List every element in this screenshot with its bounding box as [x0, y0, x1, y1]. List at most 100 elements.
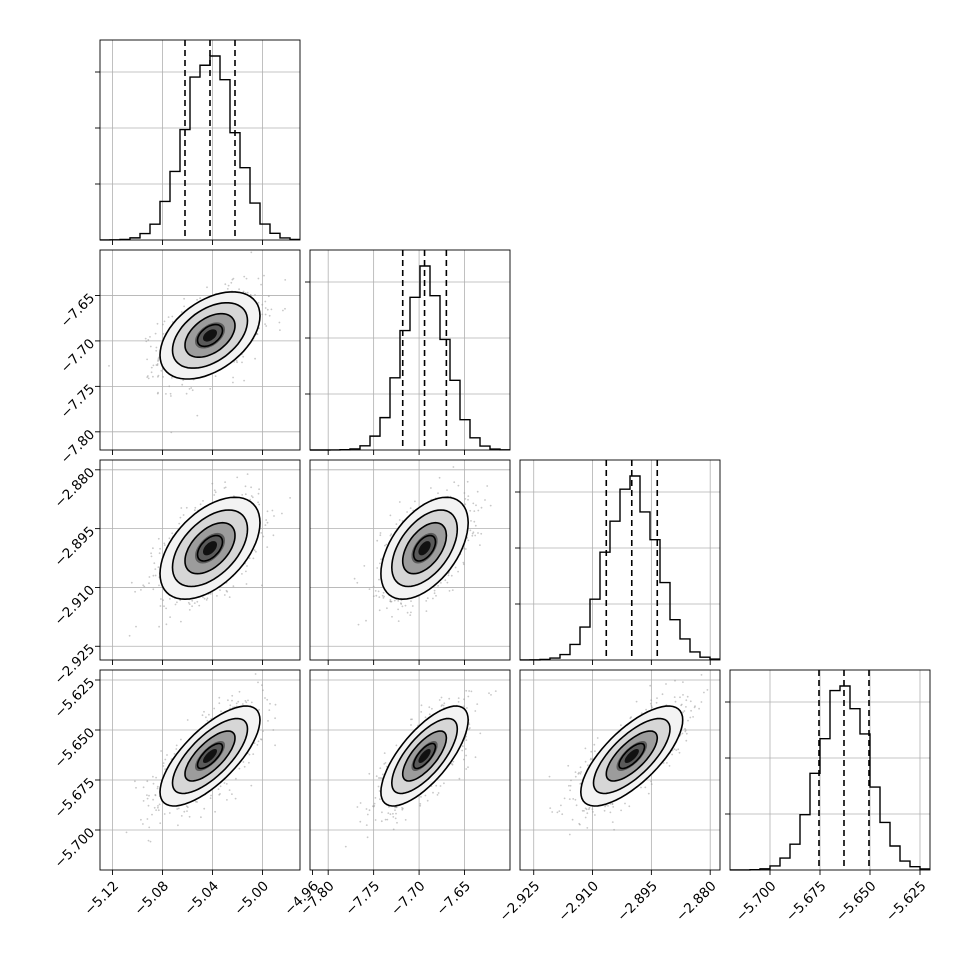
sample-point: [268, 709, 271, 711]
sample-point: [440, 705, 443, 707]
sample-point: [594, 814, 596, 816]
sample-point: [238, 288, 241, 291]
sample-point: [383, 595, 385, 598]
sample-point: [250, 251, 253, 254]
sample-point: [165, 607, 168, 610]
sample-point: [628, 805, 631, 808]
sample-point: [179, 516, 182, 519]
sample-point: [394, 817, 397, 820]
sample-point: [183, 297, 186, 300]
sample-point: [142, 584, 145, 587]
hist-panel-3: [725, 669, 931, 871]
sample-point: [154, 332, 157, 335]
sample-point: [148, 826, 151, 829]
sample-point: [148, 582, 150, 585]
sample-point: [169, 616, 172, 618]
sample-point: [183, 810, 186, 813]
sample-point: [389, 600, 392, 603]
sample-point: [662, 762, 665, 764]
sample-point: [388, 806, 390, 808]
sample-point: [568, 784, 570, 787]
x-tick-label: −7.65: [433, 878, 474, 919]
sample-point: [551, 811, 554, 813]
sample-point: [150, 371, 153, 374]
sample-point: [689, 700, 692, 703]
sample-point: [687, 719, 689, 722]
sample-point: [163, 605, 165, 608]
sample-point: [245, 277, 248, 280]
hist-panel-2: [515, 459, 721, 661]
sample-point: [378, 777, 380, 779]
sample-point: [250, 784, 253, 787]
contour-line: [401, 730, 448, 782]
sample-point: [173, 753, 176, 755]
sample-point: [457, 570, 459, 573]
sample-point: [224, 481, 227, 483]
sample-point: [650, 705, 653, 707]
sample-point: [182, 514, 185, 516]
sample-point: [649, 702, 652, 705]
sample-point: [153, 806, 156, 809]
sample-point: [464, 498, 467, 500]
sample-point: [272, 729, 275, 731]
sample-point: [438, 476, 441, 479]
sample-point: [394, 806, 396, 809]
sample-point: [470, 520, 472, 522]
sample-point: [464, 748, 467, 750]
sample-point: [211, 482, 214, 485]
sample-point: [268, 314, 271, 317]
sample-point: [420, 704, 423, 707]
sample-point: [160, 750, 163, 752]
sample-point: [433, 589, 436, 592]
sample-point: [589, 758, 592, 761]
sample-point: [437, 792, 440, 794]
sample-point: [424, 794, 427, 797]
sample-point: [366, 813, 369, 816]
x-tick-label: −5.12: [81, 878, 122, 919]
sample-point: [435, 784, 438, 787]
sample-point: [271, 509, 274, 512]
sample-point: [278, 321, 281, 324]
sample-point: [162, 333, 165, 335]
sample-point: [171, 532, 174, 535]
sample-point: [604, 805, 606, 808]
sample-point: [196, 600, 199, 603]
sample-point: [157, 360, 159, 362]
sample-point: [685, 729, 687, 731]
sample-point: [150, 366, 153, 369]
sample-point: [690, 709, 692, 712]
sample-point: [214, 810, 217, 813]
sample-point: [356, 806, 359, 808]
sample-point: [344, 845, 347, 848]
sample-point: [152, 375, 154, 378]
sample-point: [433, 592, 436, 595]
density-fill: [203, 541, 217, 556]
sample-point: [203, 807, 206, 810]
sample-point: [150, 555, 153, 558]
sample-point: [430, 487, 432, 489]
y-tick-label: −5.650: [52, 725, 99, 772]
hist-panel-0: [95, 39, 301, 241]
sample-point: [398, 519, 401, 521]
sample-point: [682, 711, 684, 714]
sample-point: [150, 552, 153, 555]
sample-point: [613, 828, 615, 831]
sample-point: [188, 603, 191, 605]
sample-point: [406, 611, 409, 614]
sample-point: [548, 775, 551, 778]
sample-point: [373, 802, 376, 805]
sample-point: [159, 605, 162, 607]
sample-point: [147, 839, 150, 842]
sample-point: [560, 804, 562, 807]
sample-point: [593, 743, 596, 746]
sample-point: [167, 316, 170, 318]
sample-point: [250, 495, 253, 497]
axes-frame: [99, 669, 301, 871]
sample-point: [389, 598, 392, 601]
sample-point: [176, 601, 178, 604]
contour-line: [171, 717, 249, 795]
x-tick-label: −7.70: [388, 878, 429, 919]
sample-point: [404, 604, 407, 607]
sample-point: [465, 768, 468, 770]
sample-point: [446, 489, 448, 491]
